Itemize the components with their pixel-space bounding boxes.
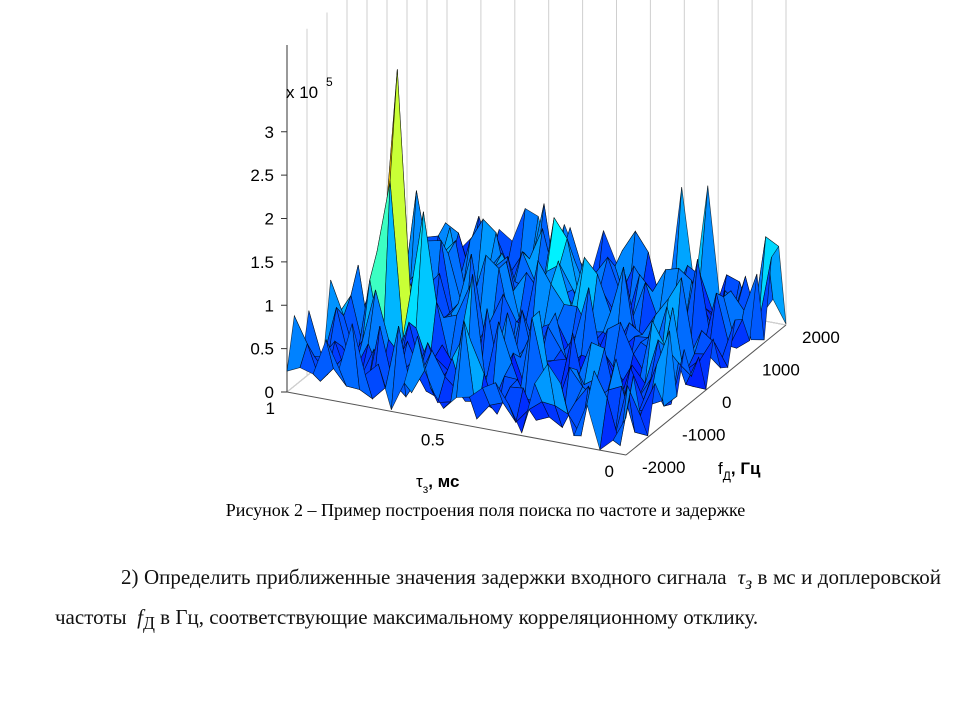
z-tick-label: 1: [265, 296, 274, 315]
f-subscript: Д: [142, 613, 155, 634]
z-tick-label: 0: [265, 383, 274, 402]
tau-tick-label: 1: [266, 399, 275, 418]
task-number: 2): [121, 565, 139, 589]
z-tick-label: 1.5: [250, 253, 274, 272]
z-tick-label: 0.5: [250, 340, 274, 359]
task-text-2: в мс и доплеровской частоты: [55, 565, 942, 630]
task-paragraph: 2) Определить приближенные значения заде…: [55, 560, 941, 640]
f-tick-label: 1000: [762, 361, 800, 380]
task-text-3: в Гц, соответствующие максимальному корр…: [160, 605, 759, 630]
z-tick-label: 2: [265, 210, 274, 229]
z-tick-label: 3: [265, 123, 274, 142]
tau-symbol: τ: [737, 565, 746, 589]
tau-tick-label: 0: [605, 462, 614, 481]
f-tick-label: 0: [722, 393, 731, 412]
figure-caption: Рисунок 2 – Пример построения поля поиск…: [225, 500, 746, 520]
surface-patch: [612, 375, 634, 447]
tau-axis-line: [286, 391, 627, 456]
tau-tick-label: 0.5: [421, 431, 445, 450]
z-scale-label: x 10: [286, 83, 318, 102]
f-tick-label: -2000: [642, 458, 685, 477]
task-text-1: Определить приближенные значения задержк…: [144, 565, 727, 589]
f-axis-line: [625, 324, 787, 456]
f-tick-label: 2000: [802, 328, 840, 347]
x-axis-label: τз, мс: [416, 472, 460, 496]
f-symbol: f: [137, 605, 143, 630]
f-tick-label: -1000: [682, 426, 725, 445]
z-tick-label: 2.5: [250, 166, 274, 185]
surface-mesh: [286, 69, 787, 451]
tau-subscript: з: [745, 573, 753, 594]
y-axis-label: fД, Гц: [718, 459, 761, 483]
z-scale-exponent: 5: [326, 75, 333, 89]
